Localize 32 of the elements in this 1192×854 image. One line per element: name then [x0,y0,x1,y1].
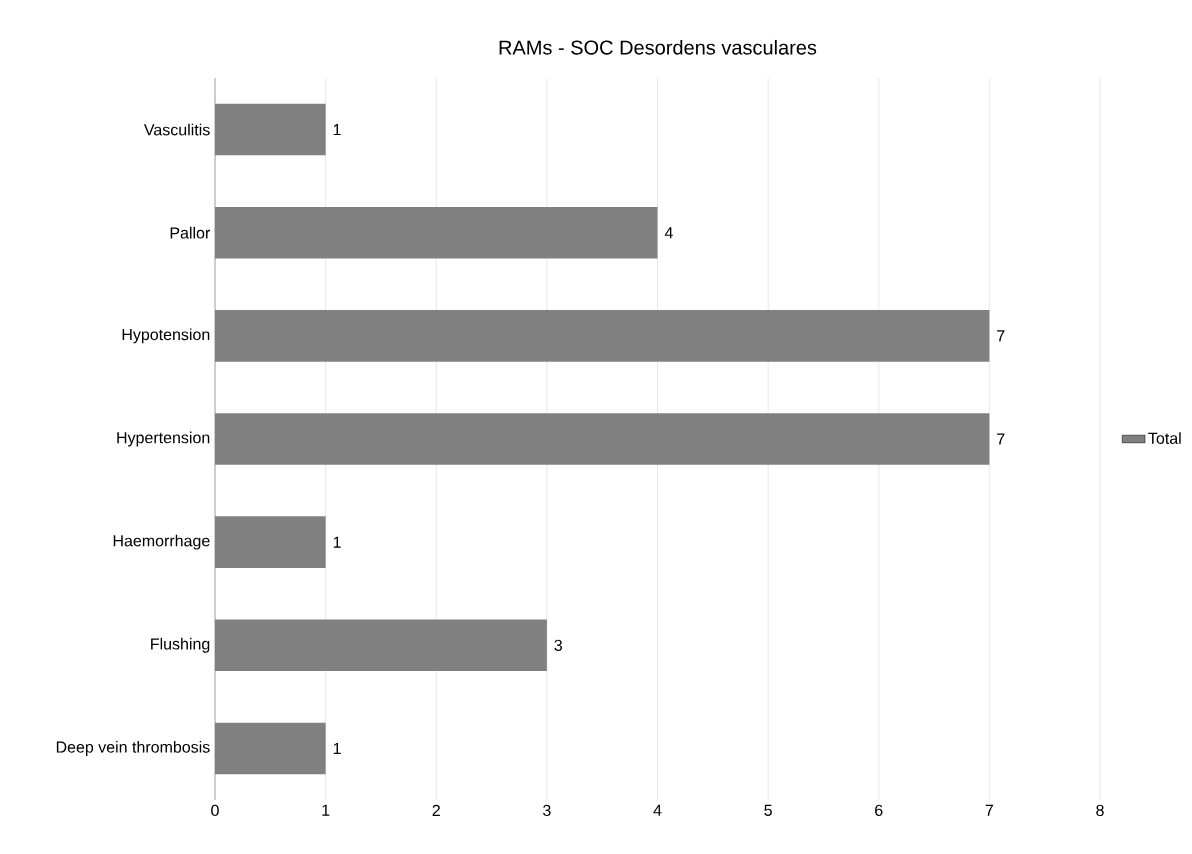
y-tick-label: Hypotension [122,328,210,344]
data-label: 1 [333,742,341,754]
bar [215,310,990,362]
x-tick-label: 4 [653,804,662,816]
bar [215,413,990,465]
y-tick-label: Haemorrhage [113,534,210,550]
y-tick-label: Deep vein thrombosis [56,740,210,756]
bar [215,516,326,568]
bar [215,206,658,259]
bar [215,722,326,775]
x-tick-label: 1 [322,804,330,816]
x-tick-label: 0 [211,804,219,817]
bar [215,103,326,156]
x-tick-label: 8 [1096,804,1104,817]
y-tick-label: Vasculitis [143,123,210,136]
y-tick-label: Pallor [170,226,211,239]
x-tick-label: 2 [432,804,440,816]
data-label: 3 [554,639,563,651]
data-label: 7 [997,433,1005,445]
data-label: 7 [997,330,1005,342]
x-tick-label: 7 [985,804,994,816]
data-label: 1 [333,124,341,136]
legend-label: Total [1148,432,1181,444]
x-tick-label: 3 [543,804,551,817]
bar [215,619,547,672]
x-tick-label: 5 [764,804,772,816]
chart-title: RAMs - SOC Desordens vasculares [499,39,817,55]
data-label: 1 [333,536,341,548]
x-tick-label: 6 [875,804,883,817]
y-tick-label: Flushing [151,637,210,653]
y-tick-label: Hypertension [117,431,210,447]
data-label: 4 [664,227,673,239]
